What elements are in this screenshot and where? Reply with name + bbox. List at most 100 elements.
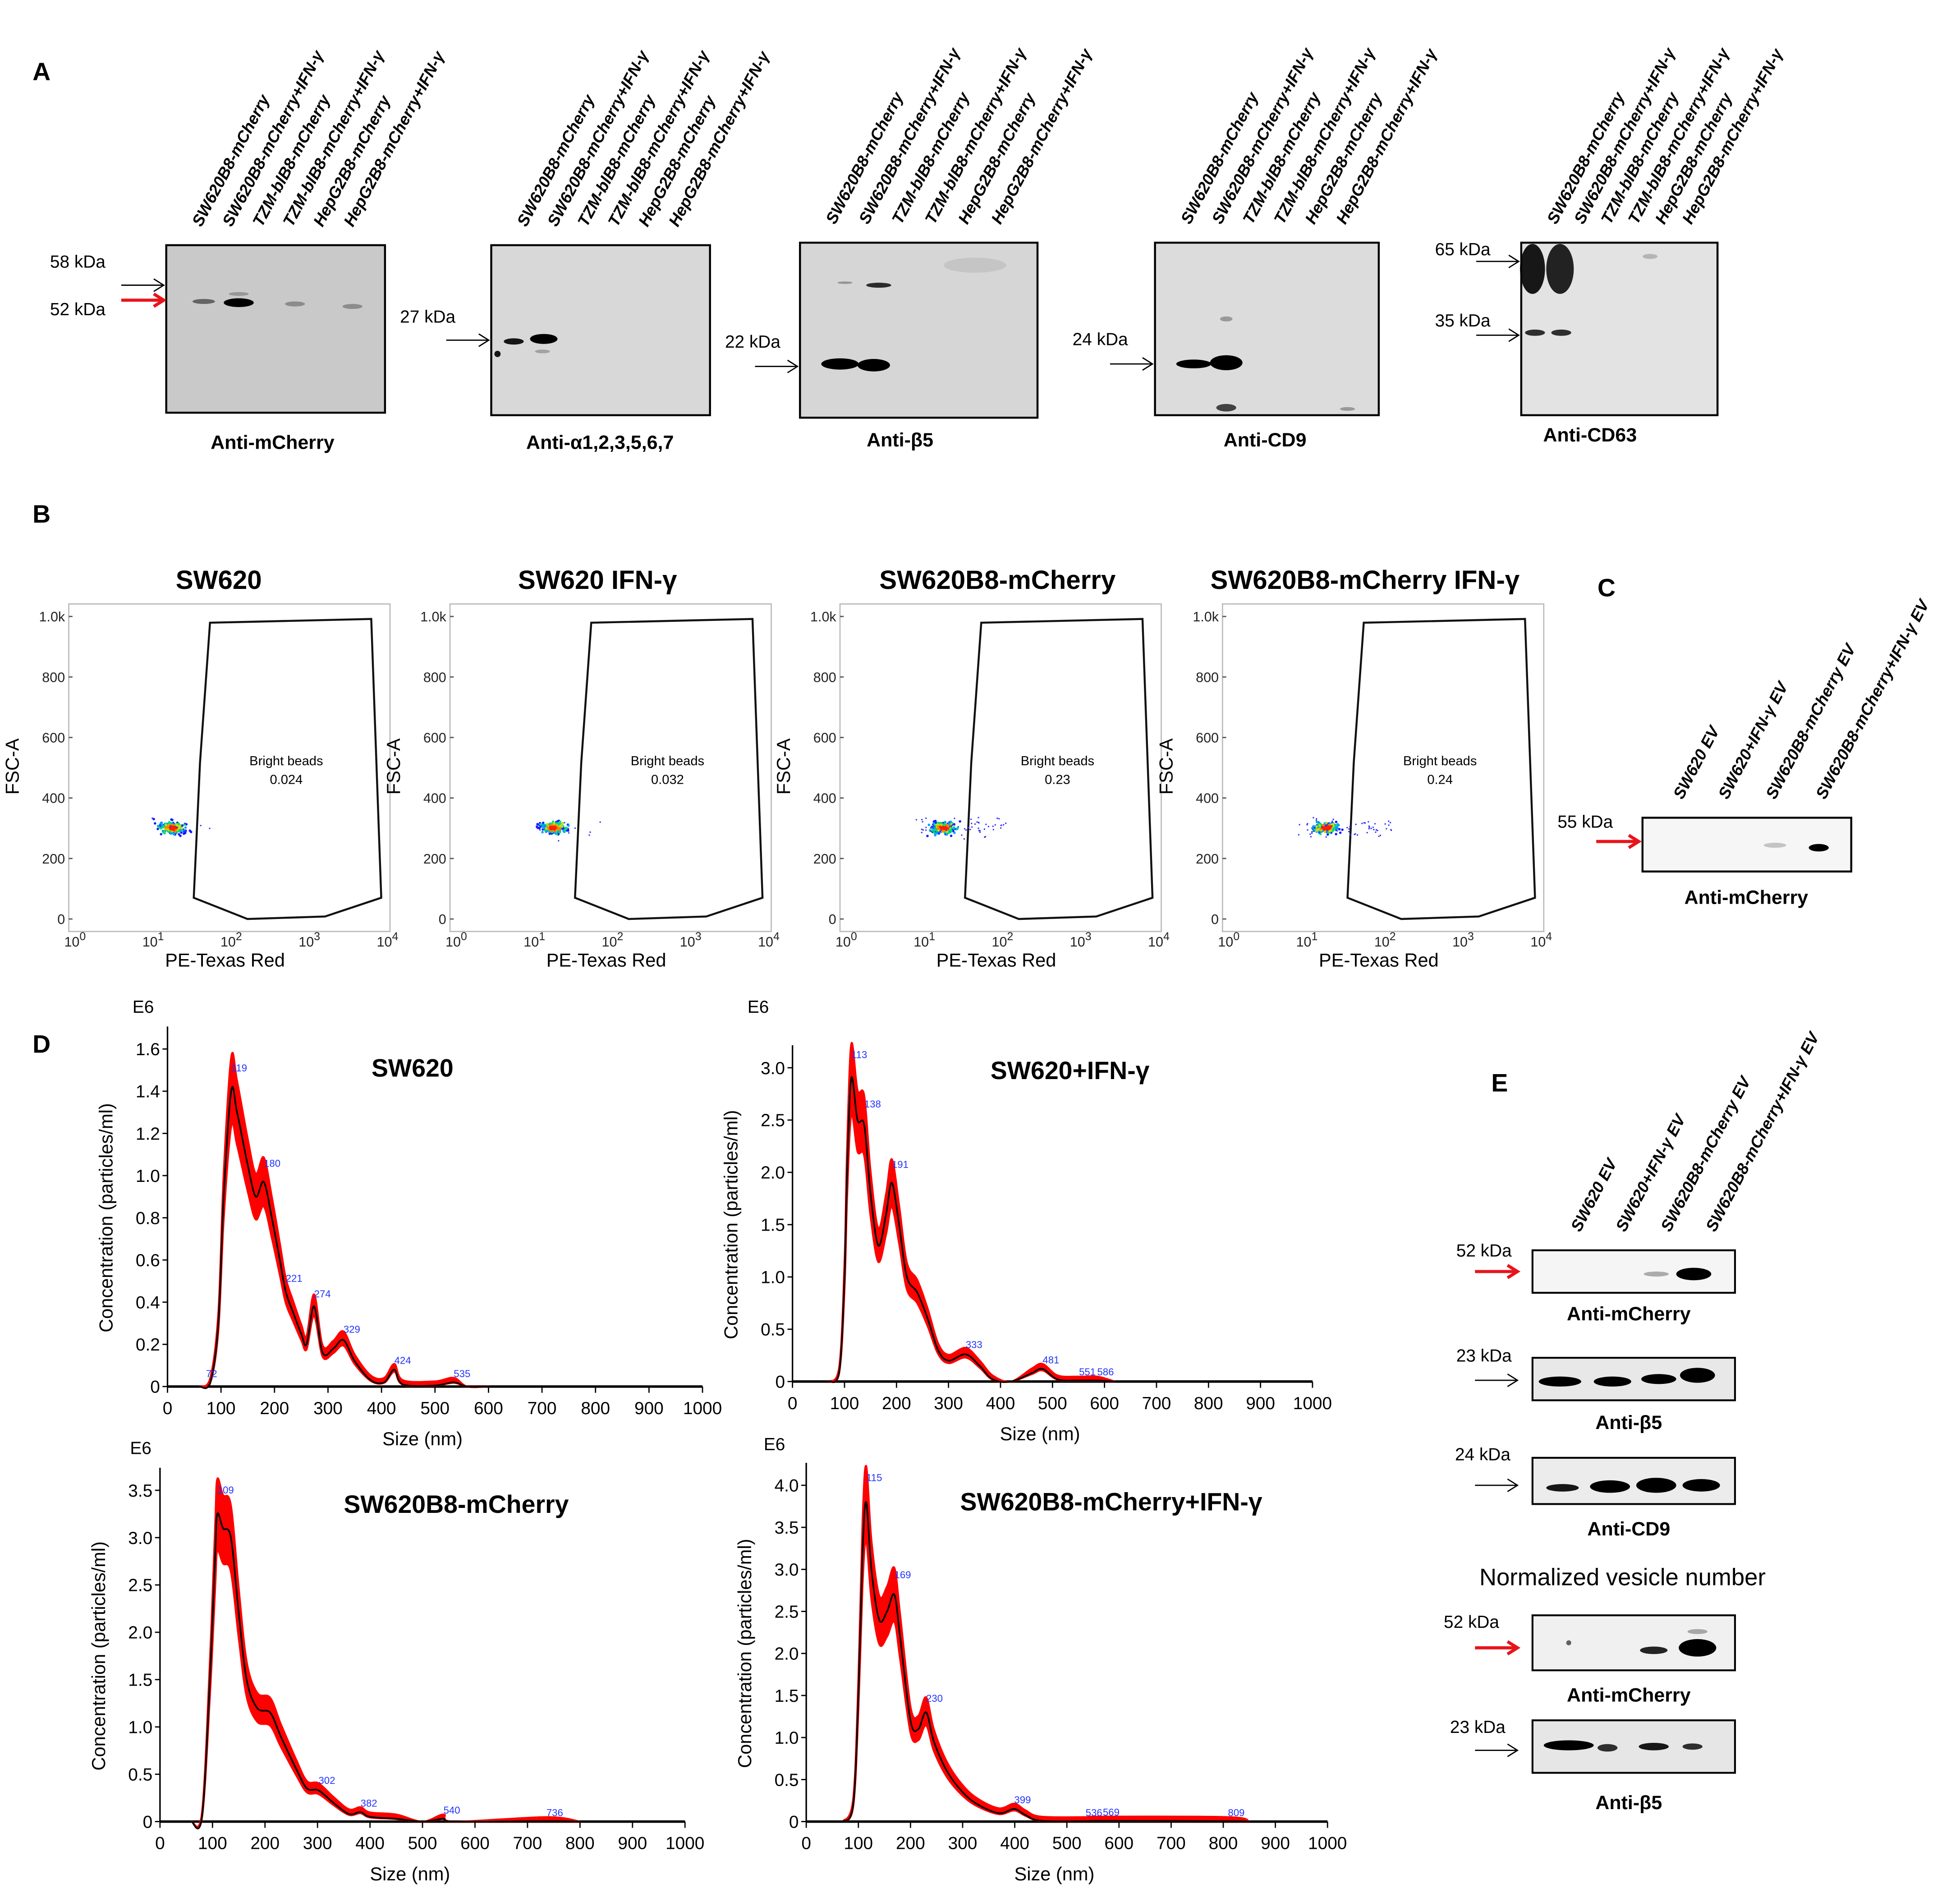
- x-tick-label: 0: [163, 1399, 173, 1418]
- y-tick-label: 200: [1196, 851, 1219, 867]
- band: [944, 257, 1006, 273]
- event-cluster: [1298, 817, 1392, 838]
- antibody-caption: Anti-CD9: [1224, 429, 1307, 451]
- y-tick-label: 1.0: [128, 1718, 152, 1737]
- mw-marker-label: 23 kDa: [1456, 1346, 1512, 1365]
- peak-label: 382: [361, 1797, 377, 1809]
- x-tick-label: 900: [618, 1834, 647, 1853]
- black-arrow-icon: [1475, 1743, 1519, 1757]
- y-tick-label: 200: [42, 851, 65, 867]
- x-tick-label: 103: [680, 930, 702, 950]
- panel-letter-a: A: [32, 58, 50, 86]
- band: [1546, 244, 1574, 294]
- y-tick-label: 1.6: [136, 1040, 160, 1059]
- y-axis-label: FSC-A: [1155, 738, 1176, 795]
- western-blot: 23 kDa Anti-β5: [1450, 1718, 1736, 1814]
- x-tick-label: 700: [513, 1834, 542, 1853]
- mw-marker-label: 52 kDa: [50, 300, 106, 319]
- plot-frame: [68, 603, 391, 933]
- y-tick-label: 600: [42, 731, 65, 746]
- y-tick-label: 0.8: [136, 1208, 160, 1228]
- x-tick-label: 800: [581, 1399, 610, 1418]
- mw-marker-label: 24 kDa: [1455, 1445, 1510, 1464]
- x-tick-label: 200: [882, 1394, 911, 1413]
- black-arrow-icon: [1475, 1373, 1519, 1388]
- peak-label: 230: [926, 1693, 943, 1704]
- band: [229, 292, 249, 296]
- x-tick-label: 400: [1000, 1834, 1029, 1853]
- chart-title: SW620B8-mCherry: [344, 1490, 569, 1518]
- peak-label: 109: [217, 1484, 234, 1496]
- peak-label: 535: [454, 1368, 470, 1379]
- western-blot: 24 kDa Anti-CD9: [1455, 1445, 1736, 1540]
- band: [1216, 404, 1236, 412]
- x-tick-label: 900: [634, 1399, 664, 1418]
- gate-value: 0.024: [270, 773, 303, 787]
- peak-label: 399: [1014, 1794, 1031, 1806]
- x-tick-label: 1000: [1308, 1834, 1347, 1853]
- x-tick-label: 1000: [666, 1834, 704, 1853]
- x-tick-label: 200: [250, 1834, 280, 1853]
- gate-value: 0.032: [651, 773, 684, 787]
- plot-title: SW620: [176, 565, 262, 595]
- y-tick-label: 3.0: [761, 1059, 785, 1078]
- x-tick-label: 102: [992, 930, 1014, 950]
- x-tick-label: 600: [474, 1399, 503, 1418]
- peak-label: 138: [864, 1098, 881, 1110]
- y-tick-label: 3.5: [128, 1481, 152, 1501]
- chart-title: SW620+IFN-γ: [991, 1057, 1150, 1084]
- y-tick-label: 2.5: [128, 1576, 152, 1595]
- y-tick-label: 1.4: [136, 1082, 160, 1102]
- antibody-caption: Anti-α1,2,3,5,6,7: [526, 432, 674, 454]
- y-tick-label: 0.5: [761, 1320, 785, 1340]
- error-band: [190, 1477, 580, 1829]
- y-tick-label: 1.0: [761, 1268, 785, 1287]
- band: [1639, 1742, 1669, 1751]
- band: [1643, 1271, 1669, 1277]
- x-axis-label: Size (nm): [1000, 1423, 1080, 1444]
- x-axis-label: Size (nm): [1014, 1863, 1095, 1884]
- x-tick-label: 104: [1148, 930, 1170, 950]
- flow-cytometry-plot: SW620 IFN-γ 0 200 400 600 800 1.0k 100 101 102 103…: [383, 565, 780, 970]
- plot-frame: [449, 603, 772, 933]
- concentration-line: [190, 1512, 580, 1829]
- black-arrow-icon: [446, 333, 490, 347]
- peak-label: 191: [892, 1159, 909, 1170]
- band: [1682, 1479, 1720, 1492]
- x-tick-label: 700: [1157, 1834, 1186, 1853]
- band: [1642, 254, 1658, 259]
- blot-membrane: [1154, 241, 1380, 416]
- antibody-caption: Anti-β5: [1595, 1792, 1662, 1814]
- x-tick-label: 104: [377, 930, 399, 950]
- blot-membrane: [490, 244, 711, 416]
- x-tick-label: 100: [207, 1399, 236, 1418]
- band: [1543, 1740, 1594, 1751]
- band: [1679, 1639, 1717, 1657]
- x-tick-label: 103: [1070, 930, 1092, 950]
- y-tick-label: 0: [1211, 912, 1219, 927]
- panel-letter-b: B: [32, 500, 50, 528]
- band: [1176, 359, 1212, 368]
- mw-marker-label: 58 kDa: [50, 253, 106, 272]
- mw-marker-label: 24 kDa: [1073, 330, 1128, 349]
- band: [535, 349, 550, 354]
- y-tick-label: 0: [143, 1812, 153, 1832]
- peak-label: 302: [318, 1775, 335, 1786]
- y-axis-label: FSC-A: [773, 738, 794, 795]
- red-arrow-icon: [121, 292, 167, 308]
- antibody-caption: Anti-mCherry: [1567, 1303, 1691, 1325]
- y-tick-label: 400: [813, 791, 836, 806]
- y-tick-label: 0: [150, 1378, 160, 1397]
- plot-frame: [839, 603, 1162, 933]
- band: [192, 299, 215, 304]
- y-tick-label: 1.0k: [39, 609, 65, 625]
- y-multiplier: E6: [764, 1435, 785, 1454]
- plot-frame: [1221, 603, 1545, 933]
- y-tick-label: 1.5: [775, 1686, 799, 1706]
- y-tick-label: 0.4: [136, 1293, 160, 1313]
- peak-label: 736: [546, 1807, 563, 1818]
- y-tick-label: 1.0k: [810, 609, 836, 625]
- y-tick-label: 200: [813, 851, 836, 867]
- band: [1566, 1640, 1571, 1645]
- peak-label: 586: [1097, 1366, 1114, 1378]
